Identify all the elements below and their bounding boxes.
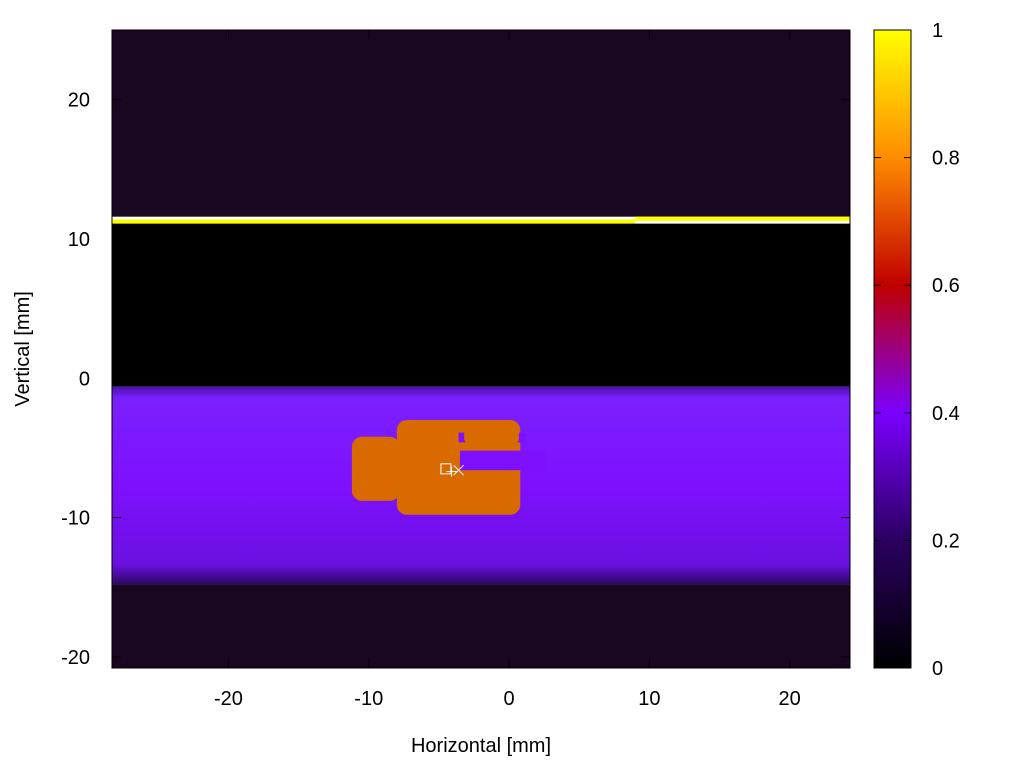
marker-plus — [446, 466, 457, 477]
colorbar-ticks: 0 0.2 0.4 0.6 0.8 1 — [874, 20, 960, 680]
marker-square — [440, 463, 452, 475]
x-tick-label: 20 — [779, 688, 801, 710]
colorbar-tick-label: 1 — [932, 20, 943, 42]
x-axis: -20 -10 0 10 20 — [214, 30, 801, 710]
region-upper-background — [112, 30, 850, 217]
hot-spot-upper-lobe — [464, 427, 519, 444]
x-tick-label: 0 — [503, 688, 514, 710]
y-axis-label: Vertical [mm] — [12, 291, 34, 407]
hot-spot-notch — [459, 450, 546, 471]
y-tick-label: 10 — [68, 229, 90, 251]
heatmap-area — [112, 30, 850, 668]
colorbar-tick-label: 0.4 — [932, 403, 960, 425]
colorbar-tick-label: 0.2 — [932, 530, 960, 552]
plot-frame — [111, 29, 851, 669]
y-tick-label: -20 — [61, 647, 90, 669]
region-bright-edge-left — [112, 219, 636, 224]
marker-cross — [453, 464, 464, 476]
y-tick-label: -10 — [61, 508, 90, 530]
x-tick-label: -10 — [354, 688, 383, 710]
x-tick-label: -20 — [214, 688, 243, 710]
y-tick-label: 0 — [79, 368, 90, 390]
x-axis-label: Horizontal [mm] — [411, 735, 551, 757]
region-lower-background — [112, 584, 850, 668]
colorbar — [873, 29, 912, 669]
colorbar-tick-label: 0.8 — [932, 148, 960, 170]
region-dark-gap — [112, 223, 850, 387]
colorbar-tick-label: 0 — [932, 658, 943, 680]
colorbar-tick-label: 0.6 — [932, 275, 960, 297]
y-tick-label: 20 — [68, 90, 90, 112]
y-axis: -20 -10 0 10 20 — [61, 90, 850, 669]
region-bright-edge-right — [635, 216, 850, 221]
x-tick-label: 10 — [638, 688, 660, 710]
region-hot-spot-left-lobe — [351, 436, 400, 501]
marker-layer — [440, 463, 464, 477]
